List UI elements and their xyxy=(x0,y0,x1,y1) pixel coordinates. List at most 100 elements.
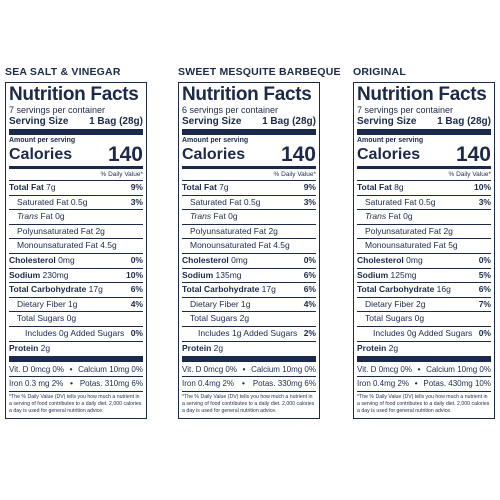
sodium-row: Sodium 135mg 6% xyxy=(182,269,316,284)
monounsaturated-fat-row: Monounsaturated Fat 5g xyxy=(357,239,491,254)
calcium: Calcium 10mg 0% xyxy=(426,365,491,375)
serving-size-value: 1 Bag (28g) xyxy=(437,116,491,127)
nutrient-label: Polyunsaturated Fat xyxy=(365,225,442,236)
nutrient-label: Dietary Fiber xyxy=(17,298,66,309)
thick-divider xyxy=(182,129,316,135)
nutrient-dv: 0% xyxy=(478,327,491,338)
cholesterol-row: Cholesterol 0mg 0% xyxy=(9,254,143,269)
calories-value: 140 xyxy=(455,143,491,166)
nutrient-amount: 16g xyxy=(436,284,451,295)
nutrition-facts-title: Nutrition Facts xyxy=(357,84,487,105)
nutrient-dv: 0% xyxy=(130,254,143,265)
iron: Iron 0.4mg 2% xyxy=(182,379,235,389)
flavor-heading: ORIGINAL xyxy=(353,66,406,78)
total-fat-row: Total Fat 7g 9% xyxy=(182,181,316,196)
nutrient-amount: 0.5g xyxy=(418,196,436,207)
nutrient-dv: 6% xyxy=(130,284,143,295)
nutrient-label: Total Carbohydrate xyxy=(9,284,87,295)
nutrient-amount: 0mg xyxy=(231,254,248,265)
potassium: Potas. 330mg 6% xyxy=(252,379,316,389)
vitamins-row-1: Vit. D 0mcg 0% • Calcium 10mg 0% xyxy=(357,363,491,378)
nutrition-facts-title: Nutrition Facts xyxy=(182,84,312,105)
nutrient-amount: 0g xyxy=(403,211,413,222)
serving-size-label: Serving Size xyxy=(9,116,69,127)
total-fat-row: Total Fat 7g 9% xyxy=(9,181,143,196)
calories-label: Calories xyxy=(357,146,421,163)
nutrient-dv: 10% xyxy=(125,269,143,280)
bullet-dot: • xyxy=(242,365,246,375)
nutrient-amount: 1g xyxy=(68,298,78,309)
trans-fat-row: Trans Fat 0g xyxy=(357,210,491,225)
nutrient-dv: 7% xyxy=(478,298,491,309)
thick-divider xyxy=(357,356,491,363)
vitamins-row-2: Iron 0.4mg 2% • Potas. 330mg 6% xyxy=(182,377,316,390)
bullet-dot: • xyxy=(70,379,73,389)
trans-fat-row: Trans Fat 0g xyxy=(182,210,316,225)
calories-label: Calories xyxy=(182,146,246,163)
nutrient-label: Total Fat xyxy=(357,182,392,192)
monounsaturated-fat-row: Monounsaturated Fat 4.5g xyxy=(182,239,316,254)
nutrient-label: Cholesterol xyxy=(182,254,229,265)
nutrient-amount: 0g xyxy=(228,211,238,222)
nutrient-amount: 2g xyxy=(213,342,224,353)
serving-size-value: 1 Bag (28g) xyxy=(89,116,143,127)
nutrient-amount: 1g xyxy=(232,327,242,338)
iron: Iron 0.3 mg 2% xyxy=(9,379,64,389)
nutrient-amount: 135mg xyxy=(215,269,242,280)
nutrient-label: Cholesterol xyxy=(357,254,404,265)
nutrient-label: Protein xyxy=(182,342,212,353)
flavor-heading: SWEET MESQUITE BARBEQUE xyxy=(178,66,341,78)
nutrient-amount: 2g xyxy=(95,225,105,236)
nutrient-amount: 0g xyxy=(59,327,69,338)
nutrient-amount: 2g xyxy=(40,342,51,353)
thick-divider xyxy=(9,129,143,135)
nutrient-amount: 4.5g xyxy=(273,240,290,251)
nutrient-amount: 0g xyxy=(414,313,425,324)
saturated-fat-row: Saturated Fat 0.5g 3% xyxy=(9,196,143,211)
protein-row: Protein 2g xyxy=(9,342,143,356)
calcium: Calcium 10mg 0% xyxy=(78,365,143,375)
daily-value-header: % Daily Value* xyxy=(182,170,316,181)
nutrient-label: Total Sugars xyxy=(365,313,413,324)
nutrient-amount: 230mg xyxy=(42,269,69,280)
nutrient-label: Sodium xyxy=(357,269,389,280)
calories-row: Calories 140 xyxy=(357,143,491,166)
potassium: Potas. 310mg 6% xyxy=(79,379,143,389)
bullet-dot: • xyxy=(69,365,73,375)
total-carbohydrate-row: Total Carbohydrate 17g 6% xyxy=(9,283,143,298)
total-fat-row: Total Fat 8g 10% xyxy=(357,181,491,196)
serving-size-label: Serving Size xyxy=(357,116,417,127)
vitamin-d: Vit. D 0mcg 0% xyxy=(357,365,412,375)
daily-value-header: % Daily Value* xyxy=(357,170,491,181)
nutrient-label: Total Carbohydrate xyxy=(357,284,435,295)
serving-size-value: 1 Bag (28g) xyxy=(262,116,316,127)
amount-per-serving: Amount per serving xyxy=(357,137,424,144)
servings-per-container: 6 servings per container xyxy=(182,105,279,115)
nutrient-dv: 0% xyxy=(478,254,491,265)
nutrient-label: Saturated Fat xyxy=(365,196,417,207)
nutrient-label: Monounsaturated Fat xyxy=(190,240,271,251)
sodium-row: Sodium 125mg 5% xyxy=(357,269,491,284)
nutrient-dv: 6% xyxy=(478,284,491,295)
nutrient-amount: 2g xyxy=(239,313,250,324)
nutrient-amount: 125mg xyxy=(390,269,417,280)
trans-fat-row: Trans Fat 0g xyxy=(9,210,143,225)
bullet-dot: • xyxy=(242,379,245,389)
nutrition-facts-title: Nutrition Facts xyxy=(9,84,139,105)
bullet-dot: • xyxy=(414,379,418,389)
nutrient-amount: 2g xyxy=(388,342,399,353)
nutrient-label: Dietary Fiber xyxy=(365,298,414,309)
nutrient-amount: 2g xyxy=(268,225,278,236)
nutrient-amount: 1g xyxy=(241,298,251,309)
nutrient-label: Includes xyxy=(198,327,230,338)
nutrient-label-italic: Trans xyxy=(365,211,387,222)
nutrient-label: Total Fat xyxy=(9,182,44,192)
added-sugars-row: Includes 0g Added Sugars 0% xyxy=(357,327,491,342)
saturated-fat-row: Saturated Fat 0.5g 3% xyxy=(182,196,316,211)
nutrient-label: Dietary Fiber xyxy=(190,298,239,309)
medium-divider xyxy=(182,166,316,169)
saturated-fat-row: Saturated Fat 0.5g 3% xyxy=(357,196,491,211)
daily-value-footnote: *The % Daily Value (DV) tells you how mu… xyxy=(182,391,316,415)
nutrient-amount: 8g xyxy=(394,182,404,192)
nutrient-dv: 2% xyxy=(303,327,316,338)
